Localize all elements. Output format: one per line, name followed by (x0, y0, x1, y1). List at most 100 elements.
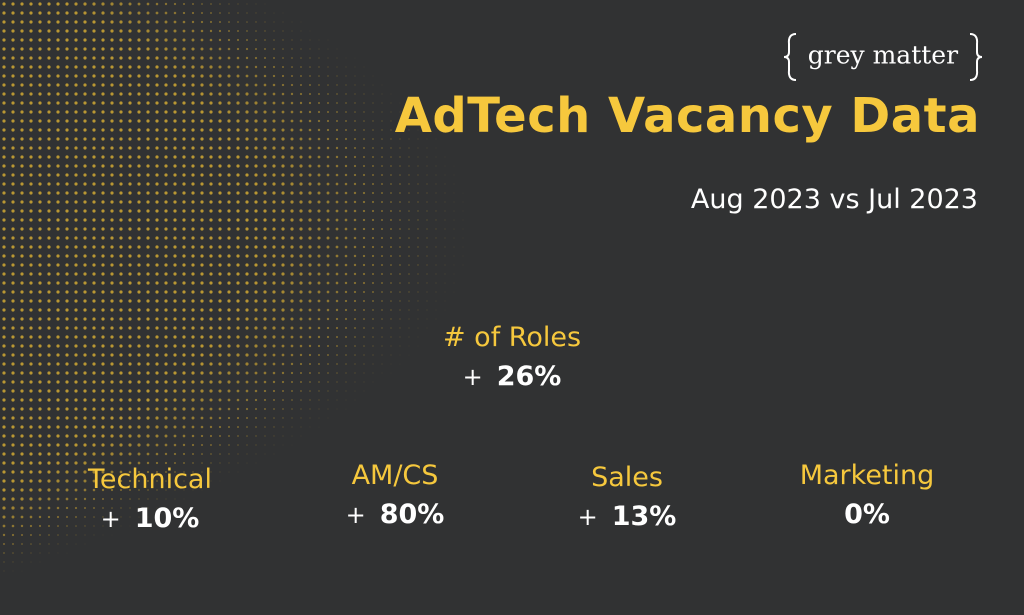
dot (353, 146, 357, 150)
dot (435, 291, 437, 293)
dot (209, 434, 213, 438)
dot (227, 191, 231, 195)
dot (110, 191, 114, 195)
dot (11, 290, 15, 294)
dot (362, 281, 366, 285)
dot (281, 173, 285, 177)
dot (164, 2, 168, 6)
dot (291, 399, 293, 401)
dot (353, 299, 357, 303)
dot (435, 219, 437, 221)
dot (254, 182, 258, 186)
dot (110, 119, 114, 123)
dot (2, 20, 6, 24)
dot (128, 371, 132, 375)
dot (20, 137, 24, 141)
dot (290, 317, 294, 321)
dot (182, 326, 186, 330)
dot (272, 326, 276, 330)
dot (38, 407, 42, 411)
dot (38, 326, 42, 330)
dot (101, 362, 105, 366)
dot (236, 335, 240, 339)
dot (182, 317, 186, 321)
dot (183, 471, 185, 473)
dot (263, 362, 267, 366)
dot (426, 138, 428, 140)
metric-value: 10% (134, 503, 200, 534)
dot (281, 344, 285, 348)
dot (56, 326, 60, 330)
dot (263, 164, 267, 168)
dot (308, 191, 312, 195)
dot (200, 281, 204, 285)
dot (47, 128, 51, 132)
dot (191, 425, 195, 429)
dot (110, 209, 114, 213)
dot (101, 20, 105, 24)
dot (83, 38, 87, 42)
dot (56, 173, 60, 177)
dot (155, 182, 159, 186)
dot (137, 164, 141, 168)
dot (300, 381, 302, 383)
dot (119, 371, 123, 375)
dot (182, 290, 186, 294)
dot (227, 47, 231, 51)
dot (263, 254, 267, 258)
dot (263, 335, 267, 339)
dot (191, 29, 195, 33)
dot (344, 317, 348, 321)
dot (290, 101, 294, 105)
dot (146, 452, 150, 456)
dot (111, 516, 113, 518)
dot (155, 326, 159, 330)
dot (173, 317, 177, 321)
dot (272, 74, 276, 78)
dot (129, 507, 131, 509)
dot (308, 353, 312, 357)
dot (92, 209, 96, 213)
dot (164, 398, 168, 402)
dot (128, 416, 132, 420)
dot (155, 110, 159, 114)
dot (399, 237, 401, 239)
dot (263, 371, 267, 375)
dot (236, 245, 240, 249)
dot (254, 236, 258, 240)
dot (308, 335, 312, 339)
dot (219, 3, 221, 5)
dot (128, 74, 132, 78)
dot (245, 362, 249, 366)
dot (236, 119, 240, 123)
dot (326, 218, 330, 222)
dot (245, 335, 249, 339)
dot (354, 120, 356, 122)
dot (453, 255, 455, 257)
dot (3, 552, 5, 554)
dot (65, 119, 69, 123)
dot (218, 335, 222, 339)
dot (453, 282, 455, 284)
dot (38, 101, 42, 105)
dot (372, 129, 374, 131)
dot (408, 156, 410, 158)
dot (20, 92, 24, 96)
dot (200, 290, 204, 294)
dot (336, 66, 338, 68)
dot (245, 119, 249, 123)
dot (299, 83, 303, 87)
dot (263, 272, 267, 276)
dot (209, 407, 213, 411)
dot (38, 146, 42, 150)
dot (101, 173, 105, 177)
dot (308, 92, 312, 96)
dot (372, 354, 374, 356)
dot (444, 264, 446, 266)
dot (218, 218, 222, 222)
dot (209, 119, 213, 123)
dot (155, 20, 159, 24)
dot (65, 155, 69, 159)
dot (344, 209, 348, 213)
dot (237, 426, 239, 428)
